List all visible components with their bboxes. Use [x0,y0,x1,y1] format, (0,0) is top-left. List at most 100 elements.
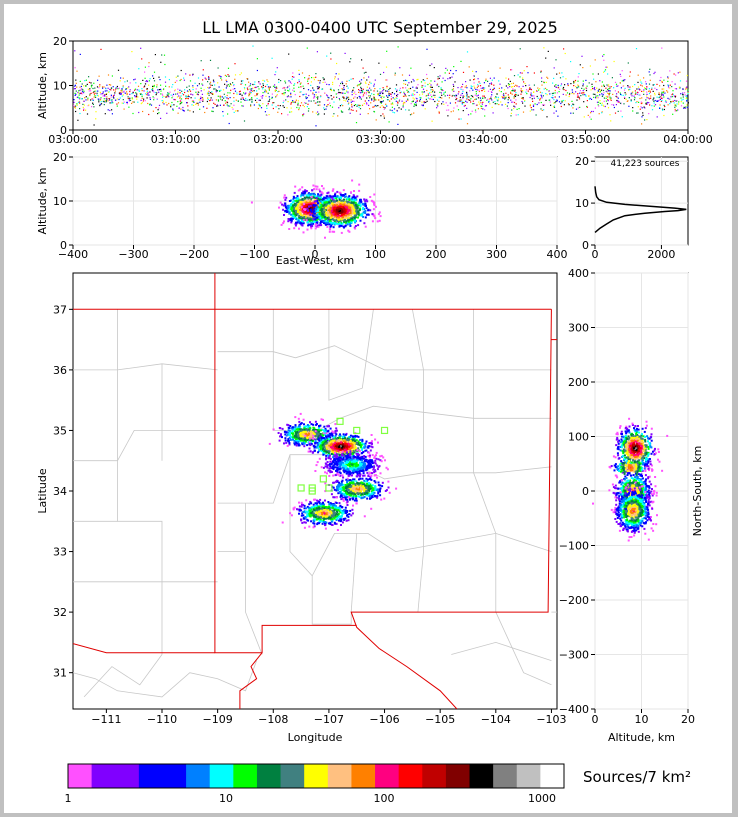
time-source-point [479,100,482,102]
time-source-point [524,82,526,85]
time-source-point [513,96,515,98]
eastwest-source-point [331,189,334,192]
time-source-point [106,98,108,100]
time-source-point [385,66,388,68]
plan-source-point [328,425,330,428]
time-source-point [514,94,516,96]
eastwest-source-point [333,207,336,210]
time-source-point [308,78,310,80]
time-source-point [316,86,318,88]
time-source-point [606,91,608,93]
eastwest-source-point [365,207,368,210]
time-source-point [595,97,597,99]
time-source-point [76,96,78,98]
time-source-point [79,89,81,91]
eastwest-source-point [341,199,344,202]
time-source-point [471,110,473,112]
time-source-point [299,95,301,98]
time-source-point [405,95,407,97]
time-source-point [624,92,626,94]
time-source-point [172,108,174,110]
eastwest-source-point [355,208,358,211]
time-source-point [613,87,615,89]
time-source-point [305,96,307,98]
eastwest-source-point [313,199,316,202]
eastwest-source-point [329,218,332,221]
time-source-point [324,81,326,83]
eastwest-source-point [334,215,337,218]
time-source-point [538,89,540,91]
time-source-point [520,90,522,92]
time-source-point [438,96,440,98]
time-source-point [648,102,650,104]
plan-source-point [294,416,297,419]
time-source-point [145,93,147,95]
time-source-point [383,88,385,91]
time-source-point [477,83,479,86]
time-source-point [665,101,667,103]
time-source-point [131,93,133,95]
time-source-point [601,81,603,83]
time-source-point [242,105,244,107]
time-source-point [659,79,661,82]
time-source-point [143,98,145,100]
eastwest-source-point [362,215,365,218]
time-source-point [424,79,426,82]
time-source-point [489,83,491,85]
time-source-point [347,100,349,102]
eastwest-source-point [331,218,334,220]
eastwest-source-point [309,218,312,221]
plan-source-point [280,433,282,436]
eastwest-source-point [328,197,331,200]
time-source-point [505,92,507,94]
eastwest-source-point [378,219,381,222]
time-source-point [646,91,648,93]
time-source-point [156,98,158,100]
time-source-point [547,77,549,79]
time-source-point [609,114,611,116]
time-source-point [312,111,314,113]
eastwest-source-point [351,207,354,210]
time-source-point [168,102,170,105]
time-source-point [331,106,334,108]
time-source-point [144,100,146,102]
time-source-point [625,93,627,95]
time-source-point [174,90,176,92]
time-source-point [555,84,557,86]
time-source-point [473,79,475,81]
time-source-point [381,98,383,100]
time-source-point [149,103,151,105]
time-source-point [256,90,258,92]
plan-source-point [310,437,313,440]
time-source-point [243,87,246,89]
time-source-point [487,90,490,92]
time-source-point [508,78,510,80]
eastwest-source-point [326,223,329,226]
time-source-point [167,92,169,94]
time-source-point [623,89,626,91]
time-source-point [605,66,607,68]
eastwest-source-point [346,212,348,215]
eastwest-source-point [337,218,340,221]
time-source-point [81,83,83,85]
eastwest-source-point [285,206,287,209]
time-source-point [390,98,392,100]
eastwest-source-point [322,217,325,220]
time-source-point [342,111,344,113]
time-source-point [110,89,112,91]
time-source-point [579,106,581,108]
eastwest-source-point [320,205,323,208]
time-source-point [268,88,270,90]
time-source-point [291,111,293,113]
eastwest-source-point [361,208,364,211]
time-source-point [121,91,123,93]
time-source-point [259,83,261,85]
eastwest-source-point [315,197,318,200]
eastwest-source-point [315,204,318,207]
time-source-point [343,99,345,101]
time-source-point [613,104,615,106]
eastwest-source-point [283,196,286,199]
time-xtick-label: 04:00:00 [663,133,712,146]
time-source-point [604,70,606,72]
plan-source-point [297,428,300,431]
